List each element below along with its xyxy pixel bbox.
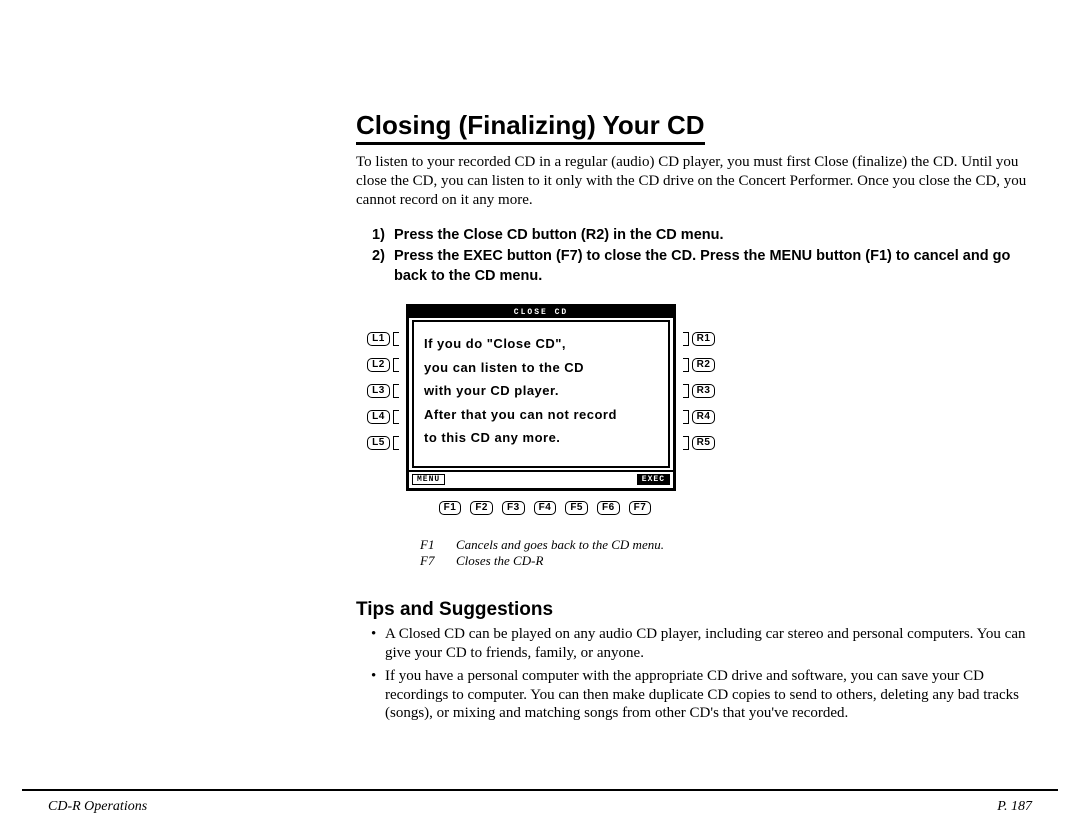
lcd-line: After that you can not record	[424, 403, 658, 426]
lcd-screen: CLOSE CD If you do "Close CD", you can l…	[406, 304, 676, 491]
lcd-exec-label: EXEC	[637, 474, 670, 485]
device-figure: L1 L2 L3 L4 L5 CLOSE CD If you do "Close…	[366, 304, 1032, 515]
page-title: Closing (Finalizing) Your CD	[356, 110, 705, 145]
key-r2: R2	[692, 358, 716, 372]
tip-text: If you have a personal computer with the…	[385, 667, 1032, 723]
key-l3: L3	[367, 384, 390, 398]
legend-text: Cancels and goes back to the CD menu.	[456, 537, 664, 553]
bullet-icon: •	[371, 667, 385, 723]
legend-text: Closes the CD-R	[456, 553, 543, 569]
key-r5: R5	[692, 436, 716, 450]
footer-section: CD-R Operations	[48, 799, 147, 815]
lcd-line: with your CD player.	[424, 379, 658, 402]
tip-text: A Closed CD can be played on any audio C…	[385, 625, 1032, 663]
legend-key: F1	[420, 537, 456, 553]
key-l2: L2	[367, 358, 390, 372]
legend: F1 Cancels and goes back to the CD menu.…	[420, 537, 1032, 569]
key-l4: L4	[367, 410, 390, 424]
lcd-line: you can listen to the CD	[424, 356, 658, 379]
key-f2: F2	[470, 501, 493, 515]
key-l1: L1	[367, 332, 390, 346]
key-f5: F5	[565, 501, 588, 515]
key-f6: F6	[597, 501, 620, 515]
lcd-body: If you do "Close CD", you can listen to …	[412, 320, 670, 468]
right-keys: R1 R2 R3 R4 R5	[682, 304, 716, 450]
left-keys: L1 L2 L3 L4 L5	[366, 304, 400, 450]
step-number: 1)	[372, 226, 394, 246]
tips-title: Tips and Suggestions	[356, 599, 1032, 621]
f-keys-row: F1 F2 F3 F4 F5 F6 F7	[439, 501, 652, 515]
step-text: Press the Close CD button (R2) in the CD…	[394, 226, 1032, 246]
intro-text: To listen to your recorded CD in a regul…	[356, 153, 1032, 210]
lcd-title: CLOSE CD	[409, 307, 673, 318]
footer-page: P. 187	[997, 799, 1032, 815]
lcd-line: If you do "Close CD",	[424, 332, 658, 355]
step-number: 2)	[372, 247, 394, 286]
key-l5: L5	[367, 436, 390, 450]
lcd-menu-label: MENU	[412, 474, 445, 485]
footer-rule	[22, 789, 1058, 791]
key-f1: F1	[439, 501, 462, 515]
lcd-line: to this CD any more.	[424, 426, 658, 449]
steps-list: 1) Press the Close CD button (R2) in the…	[372, 226, 1032, 287]
key-r3: R3	[692, 384, 716, 398]
tips-list: • A Closed CD can be played on any audio…	[356, 625, 1032, 723]
key-r1: R1	[692, 332, 716, 346]
step-text: Press the EXEC button (F7) to close the …	[394, 247, 1032, 286]
key-f7: F7	[629, 501, 652, 515]
key-f4: F4	[534, 501, 557, 515]
bullet-icon: •	[371, 625, 385, 663]
key-f3: F3	[502, 501, 525, 515]
key-r4: R4	[692, 410, 716, 424]
legend-key: F7	[420, 553, 456, 569]
